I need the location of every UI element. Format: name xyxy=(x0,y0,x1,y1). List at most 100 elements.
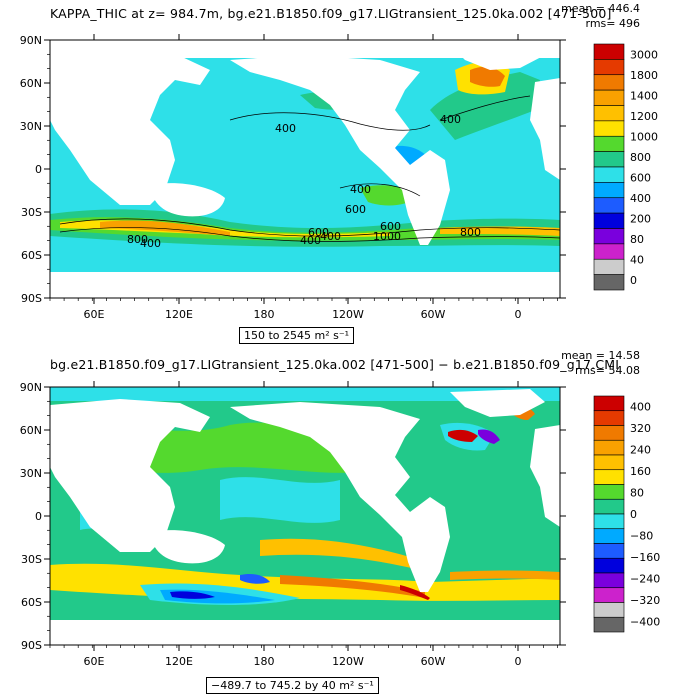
top-contour-label: 400 xyxy=(320,230,341,243)
top-contour-label: 400 xyxy=(140,237,161,250)
colorbar-level-label: 40 xyxy=(630,253,644,266)
colorbar-swatch xyxy=(593,469,625,485)
colorbar-swatch xyxy=(593,528,625,544)
colorbar-swatch xyxy=(593,89,625,106)
top-contours xyxy=(59,95,560,242)
colorbar-level-label: 1200 xyxy=(630,110,658,123)
x-tick-label: 120E xyxy=(165,655,193,668)
colorbar-level-label: 80 xyxy=(630,233,644,246)
colorbar-level-label: 3000 xyxy=(630,48,658,61)
colorbar-swatch xyxy=(593,166,625,183)
x-tick-label: 120W xyxy=(332,308,364,321)
colorbar-swatch xyxy=(593,135,625,152)
colorbar-swatch xyxy=(593,43,625,60)
top-contour-label: 600 xyxy=(345,203,366,216)
colorbar-swatch xyxy=(593,105,625,122)
colorbar-swatch xyxy=(593,557,625,574)
y-tick-label: 30N xyxy=(20,467,42,480)
x-tick-label: 120E xyxy=(165,308,193,321)
colorbar-level-label: 1400 xyxy=(630,89,658,102)
colorbar-swatch xyxy=(593,228,625,245)
bottom-rms-label: rms= 54.08 xyxy=(575,364,640,377)
colorbar-swatch xyxy=(593,197,625,214)
y-tick-label: 60N xyxy=(20,424,42,437)
colorbar-swatch xyxy=(593,120,625,137)
colorbar-level-label: −240 xyxy=(630,572,660,585)
colorbar-swatch xyxy=(593,454,625,471)
y-tick-label: 30S xyxy=(21,553,42,566)
colorbar-level-label: −80 xyxy=(630,529,653,542)
colorbar-swatch xyxy=(593,513,625,530)
bottom-chart-title: bg.e21.B1850.f09_g17.LIGtransient_125.0k… xyxy=(50,357,620,372)
top-axes: 60E 120E 180 120W 60W 0 90N 60N 30N 0 30S 60S 90S xyxy=(20,34,566,321)
colorbar-swatch xyxy=(593,439,625,456)
colorbar-swatch xyxy=(593,498,625,515)
colorbar-level-label: 80 xyxy=(630,487,644,500)
y-tick-label: 60N xyxy=(20,77,42,90)
top-contour-label: 400 xyxy=(275,122,296,135)
colorbar-level-label: 800 xyxy=(630,151,651,164)
top-chart-title: KAPPA_THIC at z= 984.7m, bg.e21.B1850.f0… xyxy=(50,6,612,21)
colorbar-swatch xyxy=(593,616,625,633)
colorbar-level-label: 200 xyxy=(630,212,651,225)
y-tick-label: 30N xyxy=(20,120,42,133)
colorbar-swatch xyxy=(593,484,625,500)
bottom-mean-label: mean = 14.58 xyxy=(561,349,640,362)
colorbar-swatch xyxy=(593,182,625,199)
colorbar-swatch xyxy=(593,425,625,441)
top-rms-label: rms= 496 xyxy=(585,17,640,30)
top-contour-label: 400 xyxy=(300,234,321,247)
top-contour-label: 1000 xyxy=(373,230,401,243)
colorbar-swatch xyxy=(593,151,625,168)
top-map: 400 400 600 400 600 1000 400 800 400 600… xyxy=(50,40,560,298)
colorbar-swatch xyxy=(593,395,625,412)
colorbar-swatch xyxy=(593,274,625,291)
colorbar-level-label: 1800 xyxy=(630,69,658,82)
y-tick-label: 90S xyxy=(21,639,42,652)
colorbar-swatch xyxy=(593,602,625,618)
y-tick-label: 90N xyxy=(20,381,42,394)
top-contour-label: 800 xyxy=(127,233,148,246)
y-tick-label: 90S xyxy=(21,292,42,305)
bottom-colorbar: 400 320 240 160 80 0 −80 −160 −240 −320 −400 xyxy=(593,395,660,633)
top-contour-label: 800 xyxy=(460,226,481,239)
x-tick-label: 180 xyxy=(254,655,275,668)
y-tick-label: 60S xyxy=(21,249,42,262)
x-tick-label: 120W xyxy=(332,655,364,668)
colorbar-level-label: 320 xyxy=(630,422,651,435)
colorbar-level-label: 1000 xyxy=(630,130,658,143)
colorbar-level-label: 0 xyxy=(630,274,637,287)
colorbar-level-label: −160 xyxy=(630,551,660,564)
colorbar-level-label: 0 xyxy=(630,508,637,521)
y-tick-label: 0 xyxy=(35,163,42,176)
top-contour-label: 400 xyxy=(440,113,461,126)
colorbar-swatch xyxy=(593,243,625,260)
colorbar-swatch xyxy=(593,258,625,275)
y-tick-label: 0 xyxy=(35,510,42,523)
top-mean-label: mean = 446.4 xyxy=(561,2,640,15)
colorbar-level-label: −400 xyxy=(630,615,660,628)
top-contour-label: 600 xyxy=(308,226,329,239)
x-tick-label: 0 xyxy=(515,655,522,668)
y-tick-label: 30S xyxy=(21,206,42,219)
top-range-label: 150 to 2545 m² s⁻¹ xyxy=(239,327,355,344)
bottom-axes: 60E 120E 180 120W 60W 0 90N 60N 30N 0 30S 60S 90S xyxy=(20,381,566,668)
x-tick-label: 60E xyxy=(84,308,105,321)
colorbar-level-label: 400 xyxy=(630,192,651,205)
colorbar-level-label: 400 xyxy=(630,401,651,414)
colorbar-swatch xyxy=(593,543,625,559)
colorbar-level-label: −320 xyxy=(630,594,660,607)
colorbar-swatch xyxy=(593,59,625,76)
top-contour-label: 600 xyxy=(380,220,401,233)
x-tick-label: 60W xyxy=(421,655,446,668)
bottom-map xyxy=(50,387,560,645)
colorbar-swatch xyxy=(593,587,625,603)
x-tick-label: 180 xyxy=(254,308,275,321)
colorbar-level-label: 600 xyxy=(630,171,651,184)
y-tick-label: 90N xyxy=(20,34,42,47)
x-tick-label: 60W xyxy=(421,308,446,321)
bottom-land xyxy=(50,389,560,645)
top-contour-label: 400 xyxy=(350,183,371,196)
